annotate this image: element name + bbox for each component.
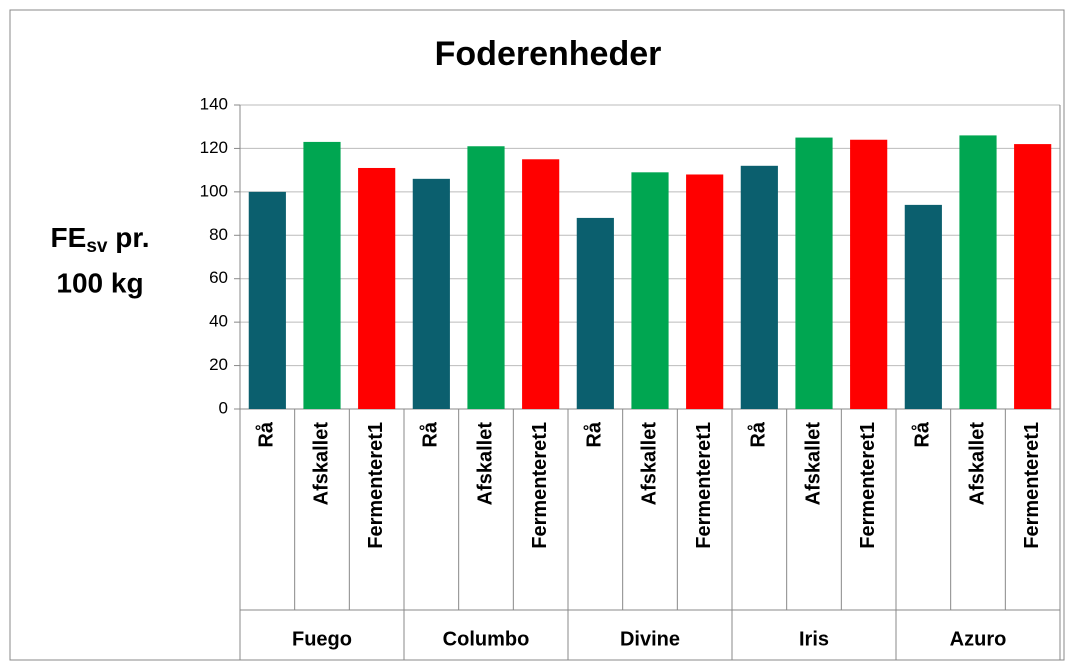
bar xyxy=(576,217,614,409)
x-tick-label: Afskallet xyxy=(474,422,496,506)
y-tick-label: 40 xyxy=(209,312,228,331)
x-tick-label: Rå xyxy=(747,421,770,447)
x-tick-label: Afskallet xyxy=(310,422,332,506)
bar xyxy=(412,178,450,409)
y-axis-label-line2: 100 kg xyxy=(56,267,143,298)
x-tick-label: Rå xyxy=(419,421,442,447)
x-tick-label: Rå xyxy=(583,421,606,447)
bar xyxy=(795,137,833,410)
bar xyxy=(959,135,997,409)
x-tick-label: Fermenteret1 xyxy=(529,422,551,549)
y-tick-label: 100 xyxy=(200,181,228,200)
bar xyxy=(358,167,396,409)
x-tick-label: Fermenteret1 xyxy=(693,422,715,549)
bar xyxy=(740,165,778,409)
bar xyxy=(631,172,669,409)
x-tick-label: Fermenteret1 xyxy=(365,422,387,549)
group-label: Iris xyxy=(799,628,829,650)
x-tick-label: Fermenteret1 xyxy=(1021,422,1043,549)
x-tick-label: Rå xyxy=(255,421,278,447)
group-label: Divine xyxy=(620,628,680,650)
y-tick-label: 80 xyxy=(209,225,228,244)
y-label-main: FE xyxy=(51,222,87,253)
y-label-sub: sv xyxy=(86,236,108,257)
x-tick-label: Afskallet xyxy=(966,422,988,506)
x-tick-label: Afskallet xyxy=(802,422,824,506)
bar xyxy=(1014,144,1052,410)
y-axis-label: FEsv pr. xyxy=(51,222,150,257)
group-label: Azuro xyxy=(950,628,1007,650)
x-tick-label: Fermenteret1 xyxy=(857,422,879,549)
x-tick-label: Afskallet xyxy=(638,422,660,506)
group-label: Columbo xyxy=(443,628,530,650)
bar xyxy=(850,139,888,409)
bar xyxy=(467,146,505,409)
bar xyxy=(904,204,942,409)
bar xyxy=(522,159,560,409)
y-tick-label: 0 xyxy=(219,398,228,417)
bar xyxy=(303,141,341,409)
group-label: Fuego xyxy=(292,628,352,650)
bar xyxy=(686,174,724,409)
y-label-rest: pr. xyxy=(107,222,149,253)
y-tick-label: 140 xyxy=(200,94,228,113)
y-tick-label: 120 xyxy=(200,138,228,157)
y-tick-label: 60 xyxy=(209,268,228,287)
bar xyxy=(248,191,286,409)
y-tick-label: 20 xyxy=(209,355,228,374)
chart-title: Foderenheder xyxy=(435,35,662,73)
x-tick-label: Rå xyxy=(911,421,934,447)
